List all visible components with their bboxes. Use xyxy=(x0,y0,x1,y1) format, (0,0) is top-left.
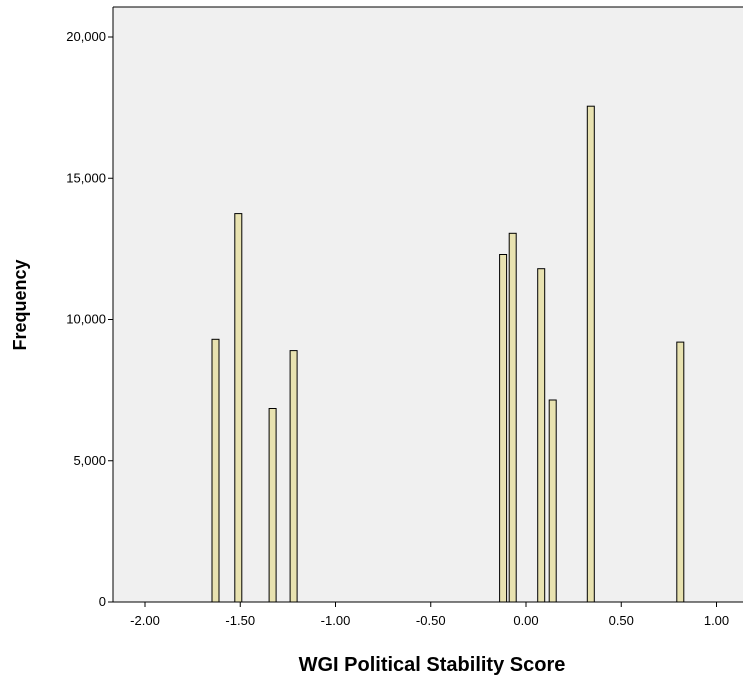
y-axis-title: Frequency xyxy=(10,259,30,350)
histogram-bar xyxy=(676,341,685,603)
y-tick-label: 20,000 xyxy=(66,29,106,44)
y-tick-label: 15,000 xyxy=(66,170,106,185)
histogram-bar xyxy=(537,268,546,603)
y-ticks: 0 5,000 10,000 15,000 20,000 xyxy=(66,29,113,609)
y-tick-label: 5,000 xyxy=(73,453,106,468)
histogram-bar xyxy=(586,105,595,603)
x-tick-label: -2.00 xyxy=(130,613,160,628)
x-tick-label: -1.00 xyxy=(321,613,351,628)
x-tick-label: 0.00 xyxy=(513,613,538,628)
x-tick-label: -1.50 xyxy=(225,613,255,628)
bars xyxy=(211,105,685,603)
histogram-bar xyxy=(211,338,220,603)
histogram-bar xyxy=(234,213,243,603)
plot-area xyxy=(113,7,743,602)
y-tick-label: 10,000 xyxy=(66,312,106,327)
x-ticks: -2.00 -1.50 -1.00 -0.50 0.00 0.50 1.00 xyxy=(130,602,729,628)
x-axis-title: WGI Political Stability Score xyxy=(299,654,566,676)
histogram-bar xyxy=(289,350,298,603)
y-tick-label: 0 xyxy=(99,594,106,609)
histogram-bar xyxy=(548,399,557,603)
x-tick-label: -0.50 xyxy=(416,613,446,628)
x-tick-label: 1.00 xyxy=(704,613,729,628)
x-tick-label: 0.50 xyxy=(609,613,634,628)
histogram-bar xyxy=(499,254,508,603)
histogram-bar xyxy=(508,232,517,603)
histogram-bar xyxy=(268,408,277,603)
